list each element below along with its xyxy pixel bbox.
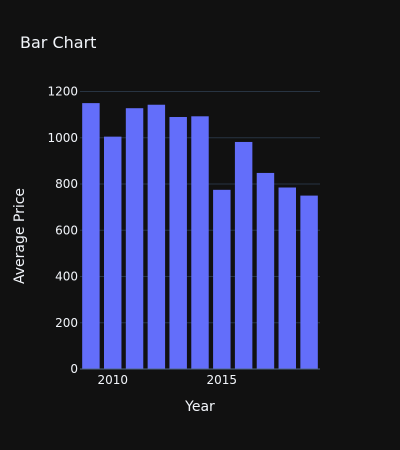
y-tick-label: 400 xyxy=(55,270,78,284)
y-tick-label: 200 xyxy=(55,316,78,330)
bar[interactable] xyxy=(147,104,166,369)
x-tick-label: 2010 xyxy=(97,373,128,387)
x-axis-title: Year xyxy=(184,399,215,415)
bar[interactable] xyxy=(278,187,296,369)
y-tick-label: 1200 xyxy=(47,85,78,99)
bar[interactable] xyxy=(169,116,187,369)
bar[interactable] xyxy=(125,108,144,370)
bars-layer xyxy=(82,103,318,370)
axis-layer: 0 200 400 600 800 1000 1200 2010 2015 xyxy=(47,85,320,387)
bar[interactable] xyxy=(104,136,122,369)
bar[interactable] xyxy=(213,189,231,369)
y-axis-title: Average Price xyxy=(12,188,28,284)
chart-title: Bar Chart xyxy=(20,33,97,52)
bar[interactable] xyxy=(256,172,275,369)
bar[interactable] xyxy=(300,195,318,369)
y-tick-label: 0 xyxy=(70,362,78,376)
y-tick-label: 800 xyxy=(55,177,78,191)
y-tick-label: 600 xyxy=(55,223,78,237)
bar[interactable] xyxy=(82,103,100,370)
bar[interactable] xyxy=(191,116,209,369)
x-tick-label: 2015 xyxy=(207,373,238,387)
y-tick-label: 1000 xyxy=(47,131,78,145)
bar[interactable] xyxy=(234,141,253,369)
